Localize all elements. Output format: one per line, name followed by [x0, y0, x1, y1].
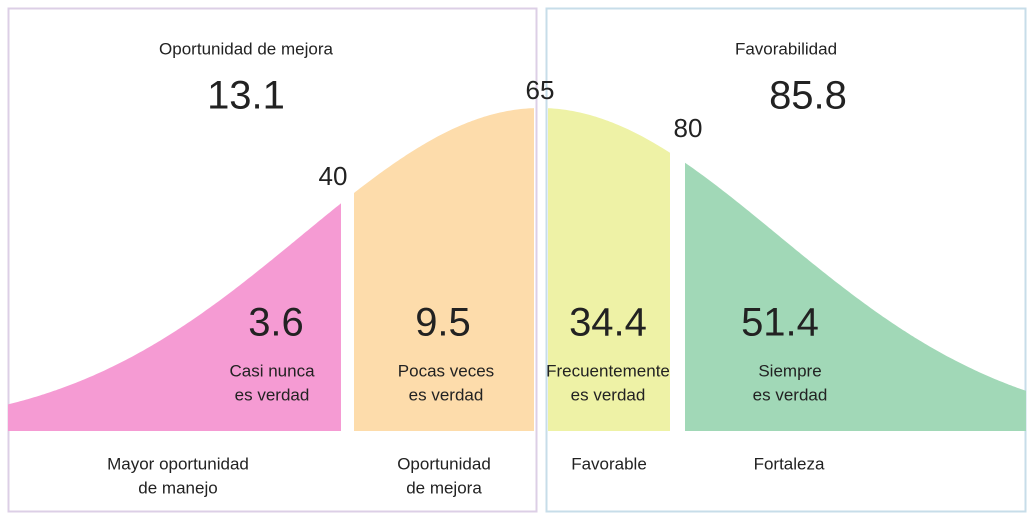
- segment-label: Casi nunca: [229, 361, 315, 380]
- curve-segment: [548, 108, 670, 431]
- panel-title: Oportunidad de mejora: [159, 39, 333, 58]
- segment-value: 3.6: [248, 301, 304, 345]
- segment-footer: Oportunidad: [397, 454, 491, 473]
- segment-label: Pocas veces: [398, 361, 494, 380]
- right-panel: [545, 7, 1027, 513]
- segment-footer: Mayor oportunidad: [107, 454, 249, 473]
- segment-label: es verdad: [235, 385, 310, 404]
- left-panel: [7, 7, 538, 513]
- segment-value: 34.4: [569, 301, 647, 345]
- segment-footer: de manejo: [138, 478, 217, 497]
- threshold: 65: [526, 75, 555, 105]
- segment-value: 9.5: [415, 301, 471, 345]
- threshold: 40: [319, 161, 348, 191]
- panel-title: Favorabilidad: [735, 39, 837, 58]
- segment-label: Siempre: [758, 361, 821, 380]
- panel-value: 85.8: [769, 74, 847, 118]
- segment-label: es verdad: [571, 385, 646, 404]
- segment-value: 51.4: [741, 301, 819, 345]
- curve-segment: [685, 162, 1026, 431]
- segment-footer: de mejora: [406, 478, 482, 497]
- bell-curve: [8, 108, 1026, 431]
- segment-label: es verdad: [753, 385, 828, 404]
- threshold: 80: [674, 113, 703, 143]
- panel-value: 13.1: [207, 74, 285, 118]
- segment-label: Frecuentemente: [546, 361, 670, 380]
- curve-segment: [8, 203, 341, 431]
- segment-footer: Favorable: [571, 454, 647, 473]
- segment-label: es verdad: [409, 385, 484, 404]
- segment-footer: Fortaleza: [754, 454, 825, 473]
- curve-segment: [354, 108, 534, 431]
